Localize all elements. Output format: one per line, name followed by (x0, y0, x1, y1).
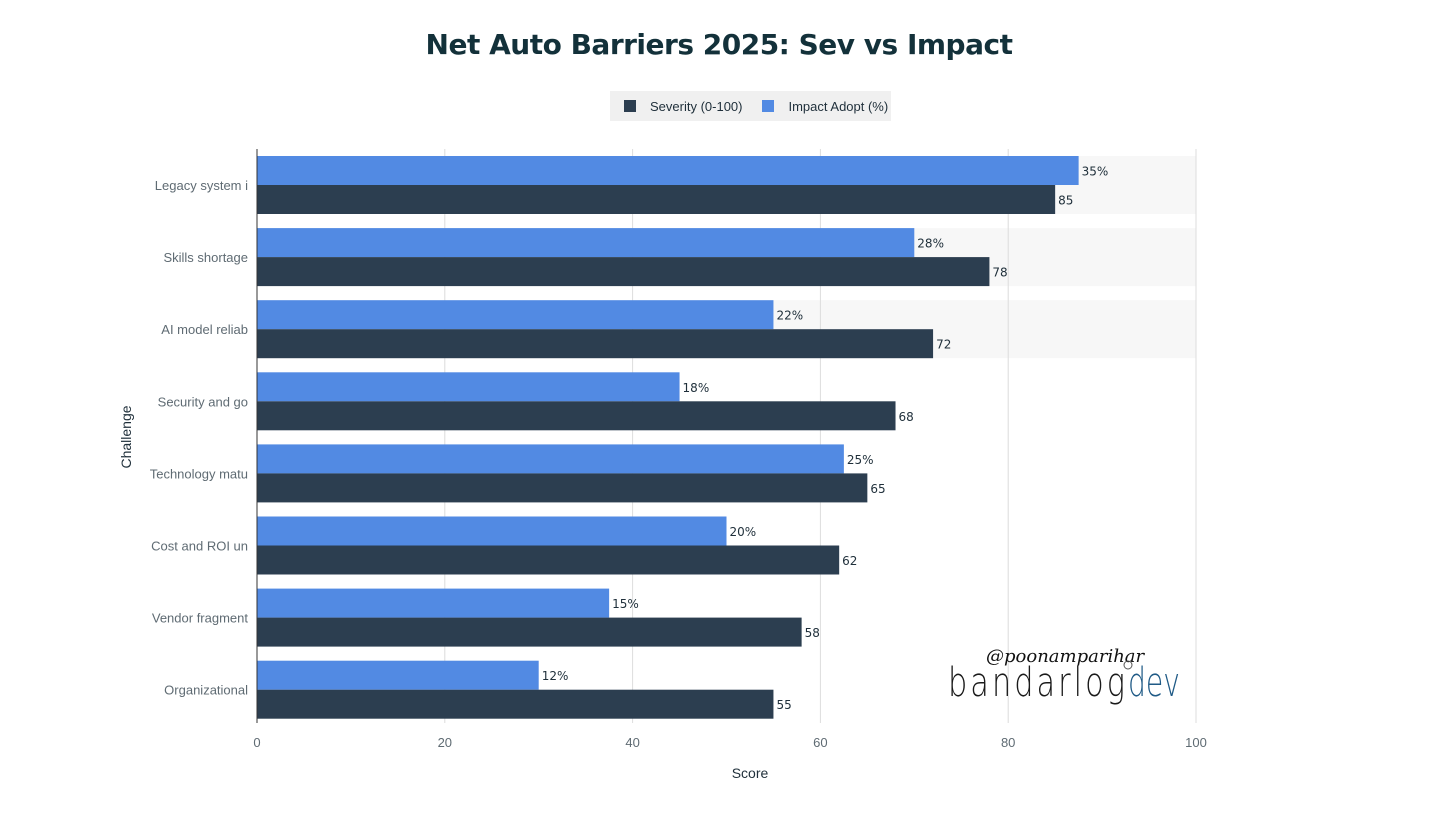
data-label-severity: 55 (776, 698, 791, 712)
bar-severity[interactable] (257, 689, 774, 719)
legend-swatch-impact (762, 100, 775, 112)
data-label-severity: 72 (936, 338, 951, 352)
data-label-severity: 78 (992, 266, 1007, 280)
watermark-logo: @poonamparihar bandarlog dev (948, 646, 1180, 706)
watermark-handle: @poonamparihar (986, 646, 1146, 667)
x-tick-label: 80 (1001, 735, 1015, 750)
x-tick-label: 0 (253, 735, 260, 750)
legend-swatch-severity (624, 100, 636, 112)
legend-item-severity[interactable]: Severity (0-100) (624, 99, 742, 114)
chart-title: Net Auto Barriers 2025: Sev vs Impact (425, 28, 1013, 61)
bar-severity[interactable] (257, 185, 1056, 214)
data-label-severity: 85 (1058, 194, 1073, 208)
x-tick-label: 100 (1185, 735, 1207, 750)
y-tick-label: Legacy system i (155, 178, 248, 193)
data-label-impact: 20% (730, 525, 757, 539)
y-tick-label: AI model reliab (161, 322, 248, 337)
bar-severity[interactable] (257, 329, 934, 359)
x-tick-label: 40 (625, 735, 639, 750)
y-tick-label: Cost and ROI un (151, 539, 248, 554)
y-tick-label: Technology matu (150, 466, 248, 481)
data-label-severity: 58 (805, 626, 820, 640)
bar-impact[interactable] (257, 588, 610, 618)
bar-impact[interactable] (257, 516, 727, 546)
bar-severity[interactable] (257, 473, 868, 503)
bar-severity[interactable] (257, 257, 990, 287)
data-label-severity: 68 (899, 410, 914, 424)
bar-severity[interactable] (257, 617, 802, 647)
data-label-severity: 62 (842, 554, 857, 568)
y-tick-label: Vendor fragment (152, 611, 249, 626)
y-tick-label: Security and go (158, 394, 248, 409)
data-label-severity: 65 (870, 482, 885, 496)
data-label-impact: 25% (847, 453, 874, 467)
data-label-impact: 22% (776, 309, 803, 323)
watermark-dot-icon (1123, 660, 1133, 670)
data-label-impact: 12% (542, 669, 569, 683)
data-label-impact: 28% (917, 237, 944, 251)
data-label-impact: 35% (1082, 165, 1109, 179)
bar-impact[interactable] (257, 660, 539, 690)
data-label-impact: 18% (683, 381, 710, 395)
data-label-impact: 15% (612, 597, 639, 611)
bar-impact[interactable] (257, 444, 844, 474)
watermark-brand-suffix: dev (1128, 660, 1180, 706)
bar-impact[interactable] (257, 156, 1079, 185)
legend-item-impact[interactable]: Impact Adopt (%) (762, 99, 888, 114)
legend-label-severity: Severity (0-100) (650, 98, 743, 114)
x-tick-label: 20 (438, 735, 452, 750)
y-tick-label: Organizational (164, 683, 248, 698)
y-tick-label: Skills shortage (163, 250, 248, 265)
bar-impact[interactable] (257, 372, 680, 402)
x-tick-label: 60 (813, 735, 827, 750)
watermark-brand-main: bandarlog (948, 660, 1128, 706)
legend: Severity (0-100) Impact Adopt (%) (610, 91, 891, 121)
bar-impact[interactable] (257, 228, 915, 258)
bar-severity[interactable] (257, 545, 840, 575)
legend-label-impact: Impact Adopt (%) (788, 98, 889, 114)
bar-severity[interactable] (257, 401, 896, 431)
y-axis-title: Challenge (118, 405, 134, 468)
bar-impact[interactable] (257, 300, 774, 330)
x-axis-title: Score (732, 765, 769, 781)
